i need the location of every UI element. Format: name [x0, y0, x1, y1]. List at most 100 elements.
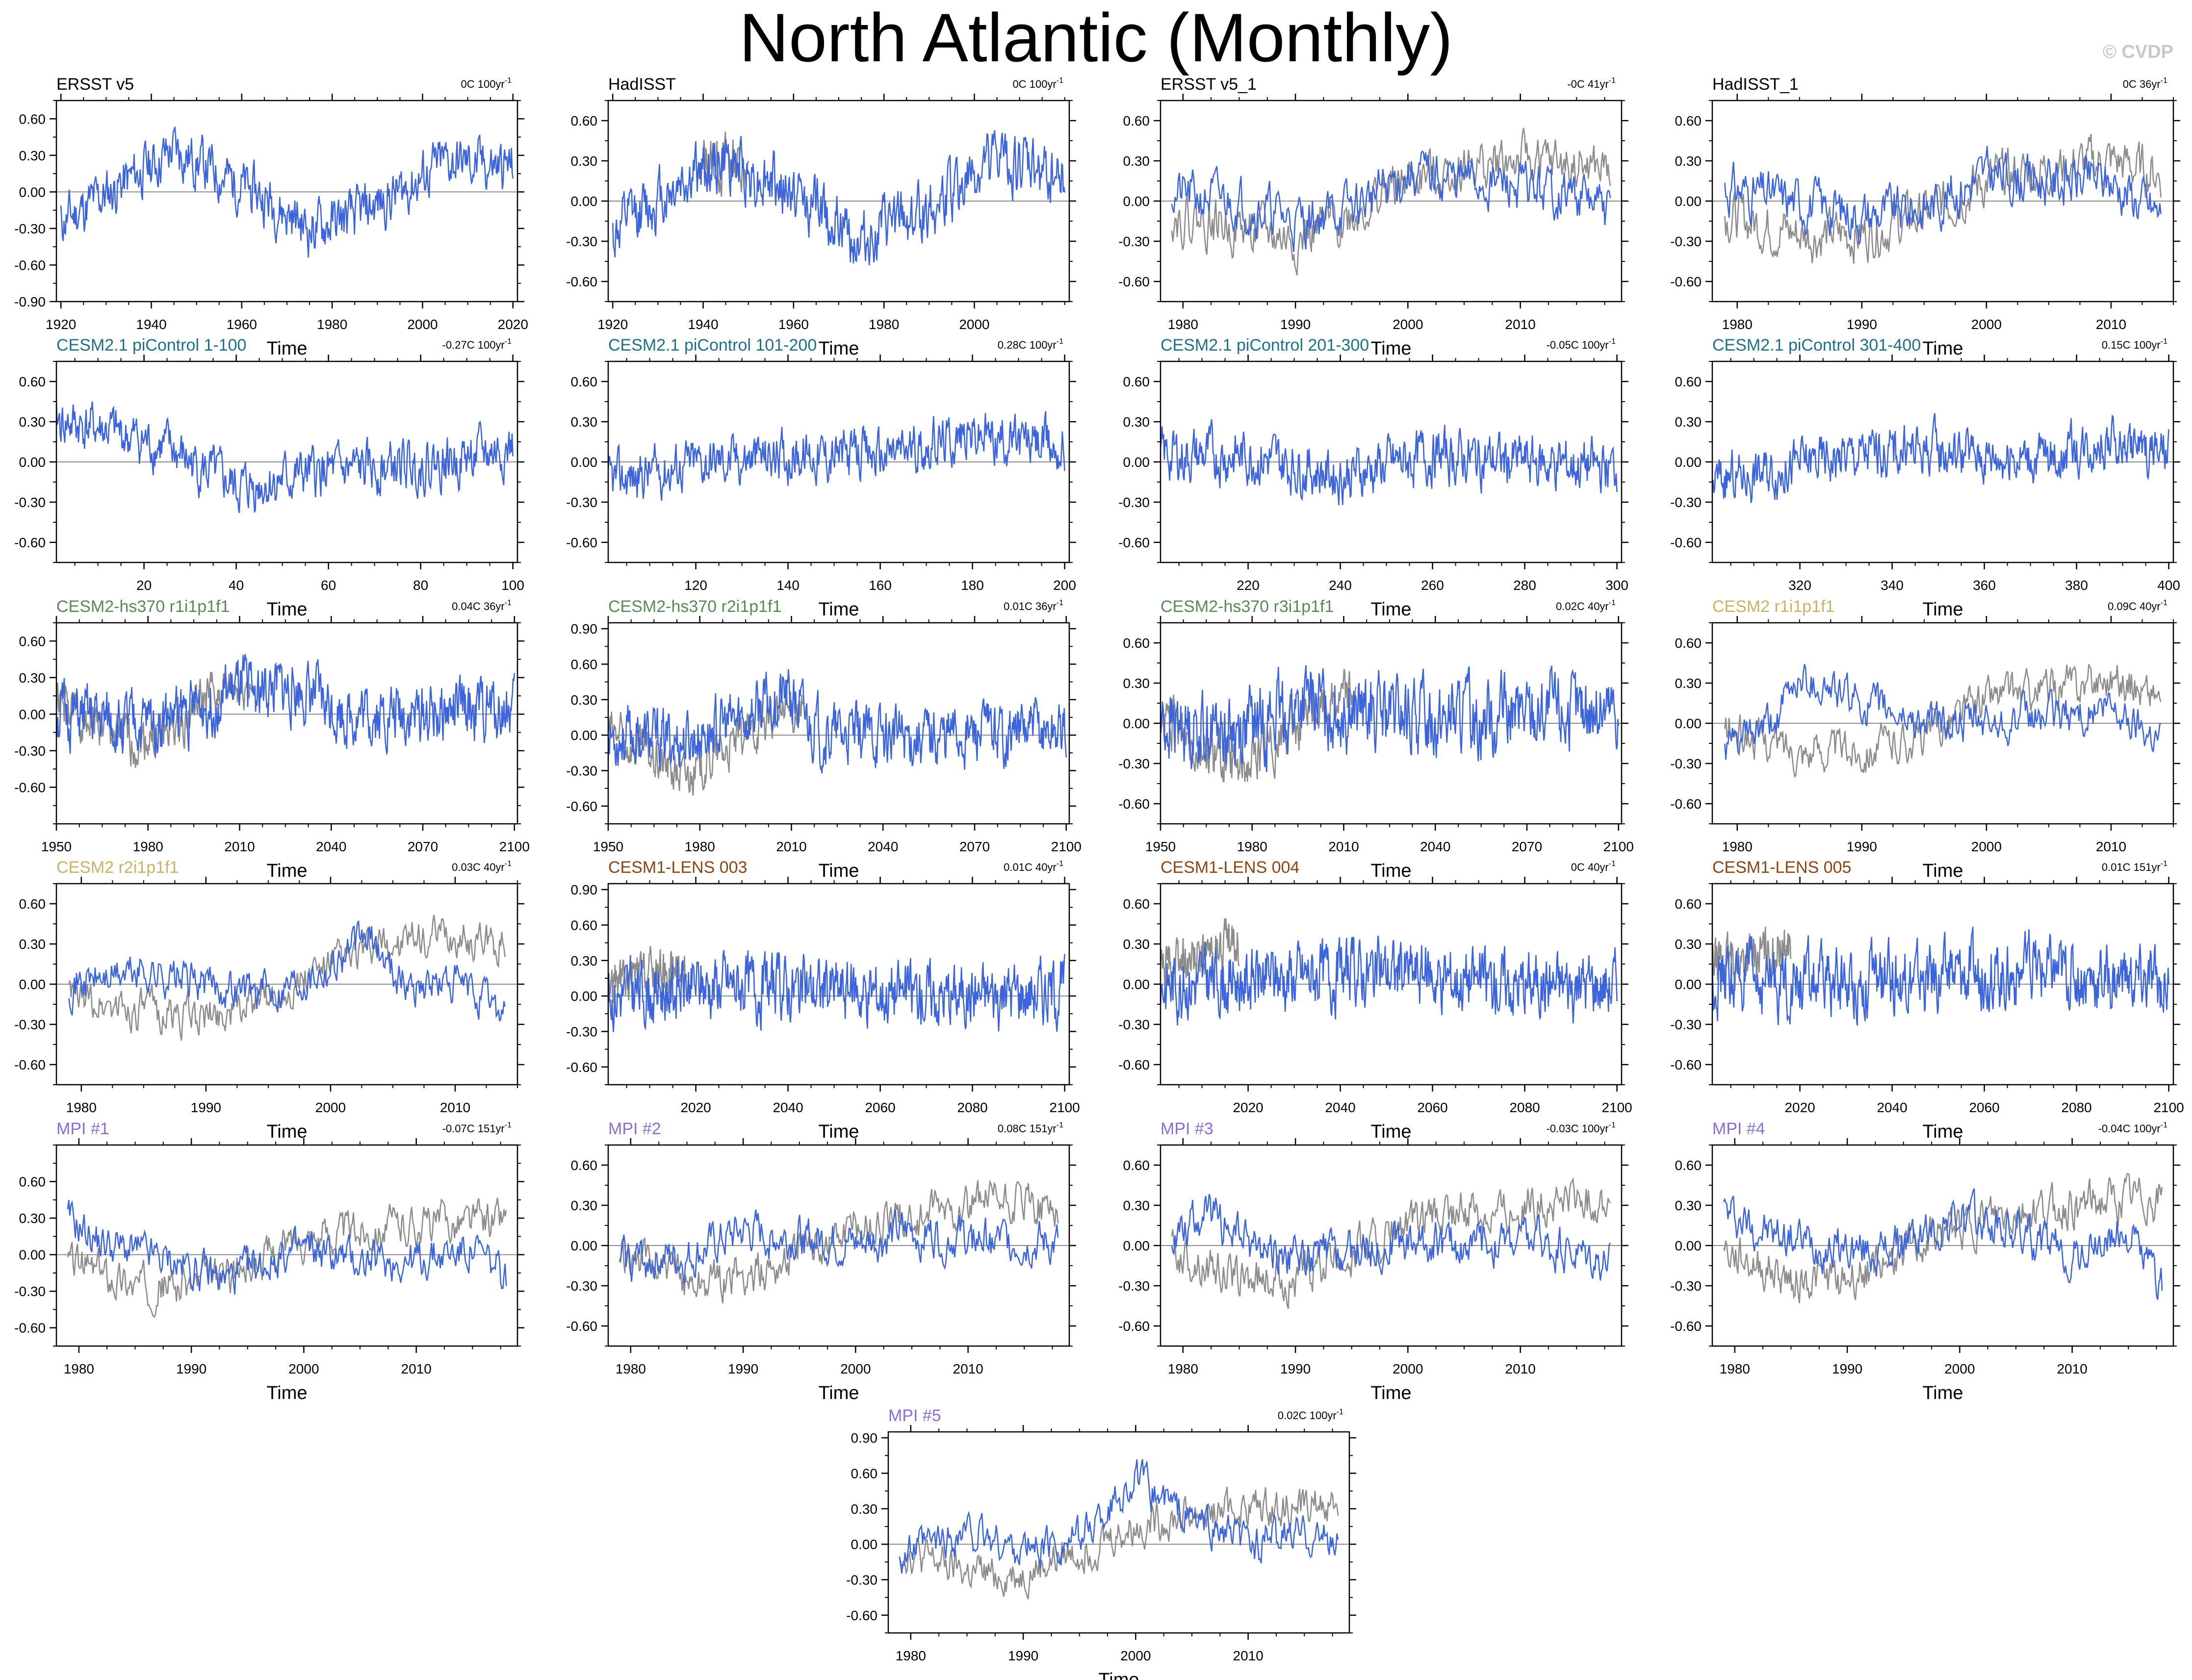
model-series-line [608, 411, 1065, 501]
y-tick-label: -0.60 [14, 257, 46, 273]
x-axis-label: Time [1370, 1383, 1411, 1403]
x-tick-label: 1990 [191, 1100, 221, 1115]
trend-exponent: -1 [505, 860, 512, 868]
y-tick-label: 0.00 [851, 1537, 878, 1552]
x-tick-label: 1990 [1832, 1361, 1862, 1376]
x-tick-label: 2000 [315, 1100, 346, 1115]
model-series-line [1724, 146, 2162, 245]
trend-exponent: -1 [505, 599, 512, 607]
panel-title: CESM2 r2i1p1f1 [56, 858, 179, 877]
obs-series-line [1171, 1176, 1611, 1309]
y-tick-label: 0.30 [571, 153, 598, 169]
x-tick-label: 1990 [1280, 1361, 1311, 1376]
y-tick-label: -0.60 [566, 274, 597, 289]
panel-11: 0.60 0.30 0.00 -0.30 -0.60 1950 1980 2010 2040 20… [1118, 597, 1634, 881]
trend-label: 0.28C 100yr-1 [998, 337, 1063, 351]
y-tick-label: 0.30 [1123, 1198, 1150, 1213]
y-tick-label: -0.60 [14, 780, 46, 795]
trend-label: 0.08C 151yr-1 [998, 1121, 1063, 1135]
x-tick-label: 2040 [868, 839, 898, 854]
y-tick-label: 0.60 [1123, 374, 1150, 389]
y-tick-label: 0.60 [1123, 636, 1150, 651]
model-series-line [1724, 664, 2162, 760]
y-tick-label: -0.60 [1670, 1319, 1702, 1334]
x-tick-label: 2010 [2096, 839, 2126, 854]
x-tick-label: 2010 [224, 839, 255, 854]
model-series-line [1712, 926, 2169, 1026]
x-tick-label: 1950 [41, 839, 72, 854]
trend-label: 0.01C 40yr-1 [1004, 860, 1063, 873]
x-tick-label: 2020 [680, 1100, 711, 1115]
y-tick-label: -0.30 [14, 221, 46, 236]
y-tick-label: 0.60 [571, 1158, 598, 1173]
y-tick-label: 0.30 [571, 414, 598, 430]
x-tick-label: 340 [1881, 578, 1904, 593]
obs-series-line [68, 915, 506, 1041]
y-tick-label: 0.60 [1675, 896, 1702, 912]
y-tick-label: -0.60 [14, 1057, 46, 1072]
y-tick-label: -0.60 [1670, 1057, 1702, 1072]
y-tick-label: -0.30 [14, 1284, 46, 1299]
panel-title: CESM1-LENS 005 [1712, 858, 1851, 877]
x-axis-label: Time [1922, 338, 1963, 359]
y-tick-label: 0.00 [1123, 716, 1150, 731]
panel-5: 0.60 0.30 0.00 -0.30 -0.60 20 40 60 80 100 Time CES… [14, 336, 524, 620]
x-axis-label: Time [818, 599, 859, 620]
trend-exponent: -1 [1057, 337, 1063, 346]
y-tick-label: -0.60 [1670, 274, 1702, 289]
x-tick-label: 1980 [1722, 839, 1753, 854]
trend-label: 0.09C 40yr-1 [2108, 599, 2167, 612]
y-tick-label: 0.60 [19, 1174, 46, 1190]
model-series-line [612, 130, 1066, 265]
x-tick-label: 320 [1788, 578, 1811, 593]
y-tick-label: -0.60 [566, 1319, 597, 1334]
x-axis-label: Time [1370, 599, 1411, 620]
trend-label: 0.01C 151yr-1 [2102, 860, 2167, 873]
x-tick-label: 1950 [593, 839, 623, 854]
x-tick-label: 2040 [1420, 839, 1450, 854]
x-tick-label: 2060 [1969, 1100, 1999, 1115]
panel-10: 0.90 0.60 0.30 0.00 -0.30 -0.60 1950 1980 2010 20… [566, 597, 1082, 881]
y-tick-label: 0.30 [851, 1502, 878, 1517]
y-tick-label: 0.30 [19, 1211, 46, 1226]
x-tick-label: 1980 [1722, 317, 1753, 332]
x-tick-label: 2100 [1601, 1100, 1632, 1115]
panel-title: MPI #4 [1712, 1120, 1765, 1138]
y-tick-label: 0.00 [1675, 977, 1702, 992]
y-tick-label: -0.30 [14, 1017, 46, 1032]
trend-value: 0.01C 36yr [1004, 600, 1057, 612]
x-tick-label: 260 [1421, 578, 1444, 593]
x-axis-label: Time [1922, 1383, 1963, 1403]
x-tick-label: 1980 [317, 317, 347, 332]
y-tick-label: 0.60 [571, 113, 598, 128]
trend-label: 0.03C 40yr-1 [452, 860, 512, 873]
x-tick-label: 2020 [1233, 1100, 1263, 1115]
trend-label: 0.15C 100yr-1 [2102, 337, 2167, 351]
y-tick-label: 0.00 [571, 455, 598, 470]
x-tick-label: 2000 [1120, 1648, 1151, 1663]
y-tick-label: -0.60 [566, 1060, 597, 1075]
y-tick-label: -0.60 [14, 1321, 46, 1336]
trend-exponent: -1 [1057, 1121, 1063, 1129]
trend-exponent: -1 [1609, 599, 1616, 607]
x-tick-label: 80 [413, 578, 428, 593]
trend-value: -0C 41yr [1567, 78, 1608, 90]
y-tick-label: -0.60 [1670, 535, 1702, 550]
x-tick-label: 2080 [957, 1100, 987, 1115]
panel-title: CESM1-LENS 003 [608, 858, 747, 877]
x-tick-label: 2040 [1325, 1100, 1355, 1115]
x-tick-label: 2010 [953, 1361, 983, 1376]
x-tick-label: 1960 [227, 317, 257, 332]
plot-frame [887, 1431, 1350, 1634]
y-tick-label: 0.90 [571, 882, 598, 897]
trend-value: 0C 36yr [2123, 78, 2161, 90]
y-tick-label: 0.60 [1123, 896, 1150, 912]
y-tick-label: 0.30 [19, 148, 46, 163]
x-tick-label: 1980 [133, 839, 163, 854]
y-tick-label: -0.60 [566, 799, 597, 814]
y-tick-label: 0.00 [571, 194, 598, 209]
trend-exponent: -1 [1609, 1121, 1616, 1129]
x-tick-label: 160 [869, 578, 892, 593]
x-tick-label: 2010 [1328, 839, 1359, 854]
x-tick-label: 2000 [1393, 1361, 1423, 1376]
